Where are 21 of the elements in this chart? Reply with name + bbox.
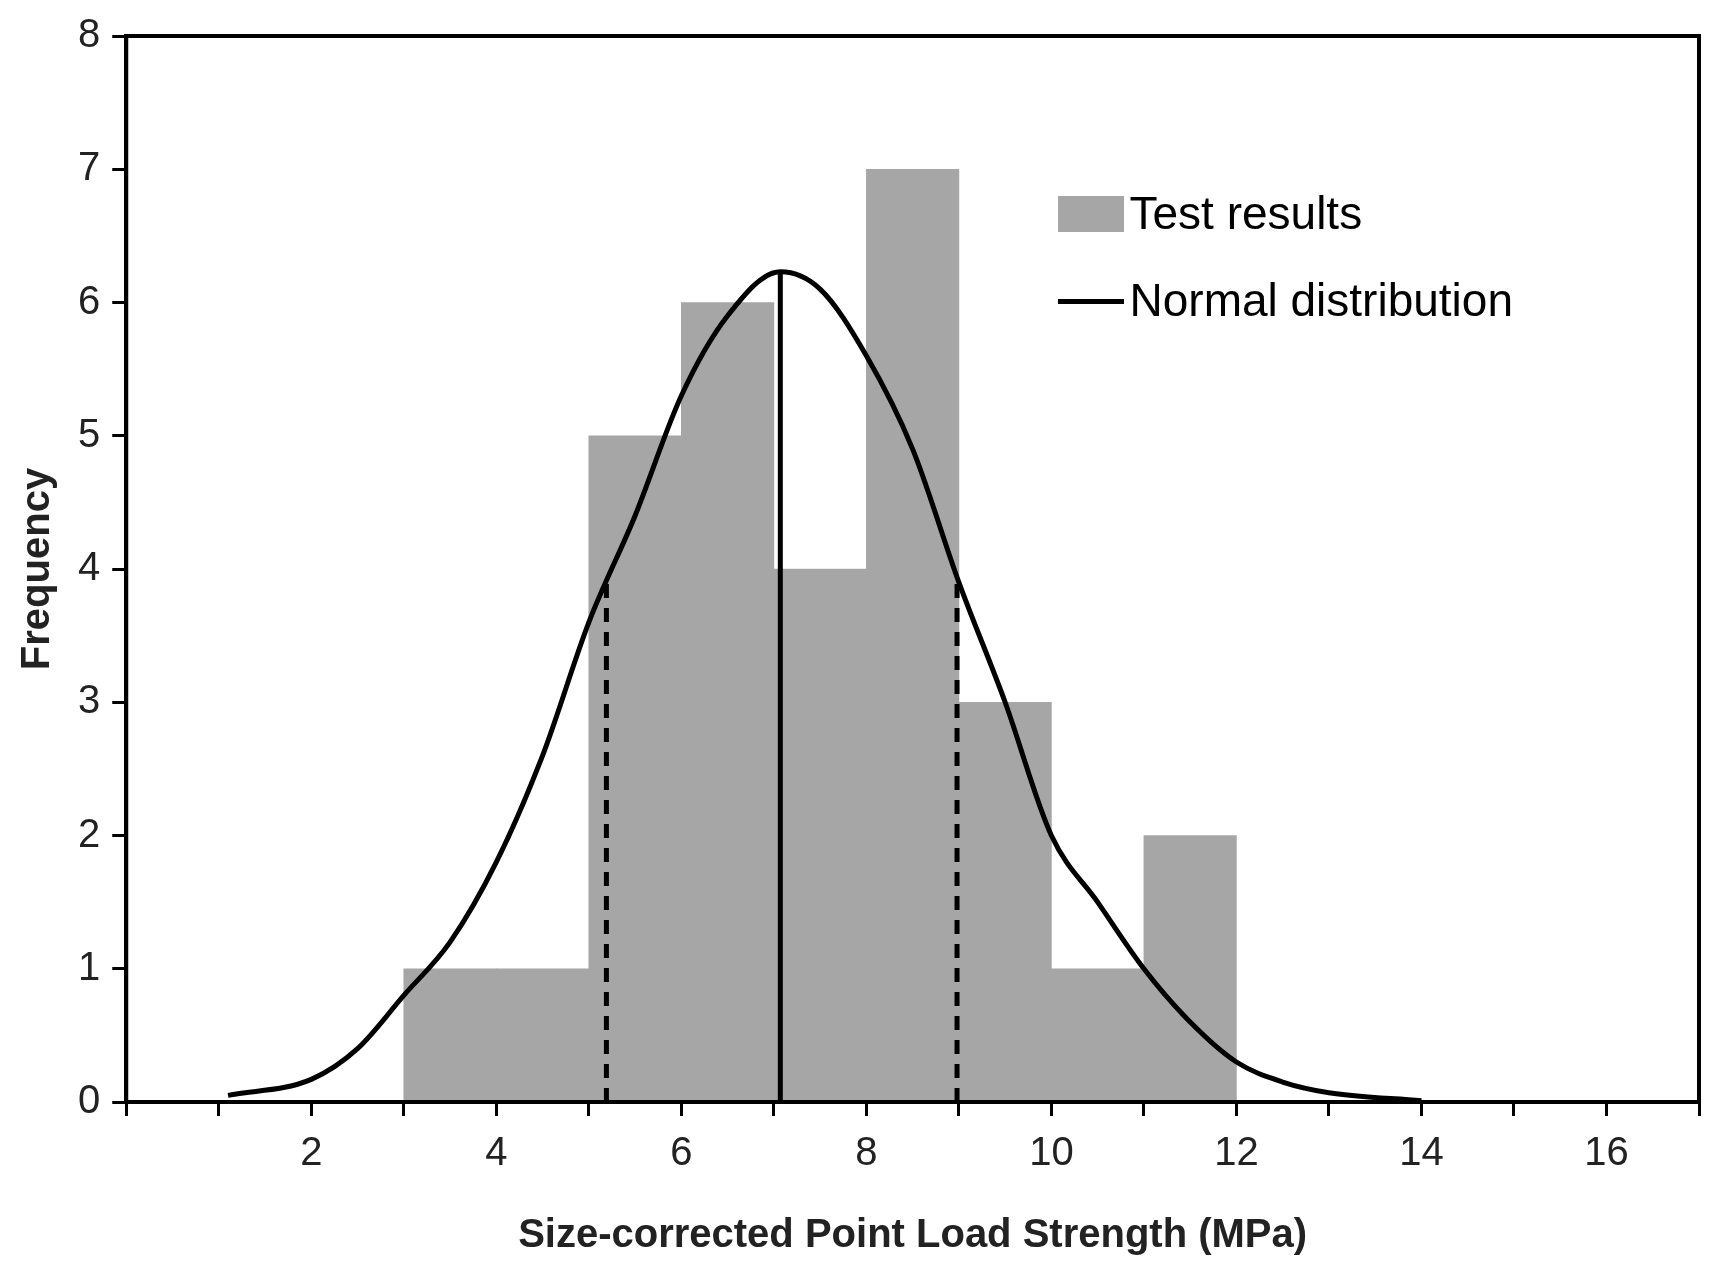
y-tick-label: 1 xyxy=(78,943,101,988)
y-tick-label: 3 xyxy=(78,677,101,722)
y-tick-label: 4 xyxy=(78,544,101,589)
y-tick-label: 6 xyxy=(78,277,101,322)
y-tick-label: 2 xyxy=(78,810,101,855)
x-tick-label: 8 xyxy=(855,1129,878,1174)
x-axis-title: Size-corrected Point Load Strength (MPa) xyxy=(518,1211,1308,1256)
x-tick-label: 10 xyxy=(1029,1129,1074,1174)
y-axis-title: Frequency xyxy=(13,467,58,671)
legend-label: Test results xyxy=(1129,186,1363,241)
x-tick-label: 14 xyxy=(1399,1129,1444,1174)
y-tick-label: 0 xyxy=(78,1077,101,1122)
y-tick-label: 8 xyxy=(78,11,101,56)
y-tick-label: 5 xyxy=(78,410,101,455)
x-tick-label: 6 xyxy=(670,1129,693,1174)
legend-label: Normal distribution xyxy=(1129,273,1513,329)
y-tick-label: 7 xyxy=(78,144,101,189)
x-tick-label: 16 xyxy=(1584,1129,1629,1174)
x-tick-label: 4 xyxy=(485,1129,508,1174)
x-tick-label: 2 xyxy=(300,1129,323,1174)
x-tick-label: 12 xyxy=(1214,1129,1259,1174)
